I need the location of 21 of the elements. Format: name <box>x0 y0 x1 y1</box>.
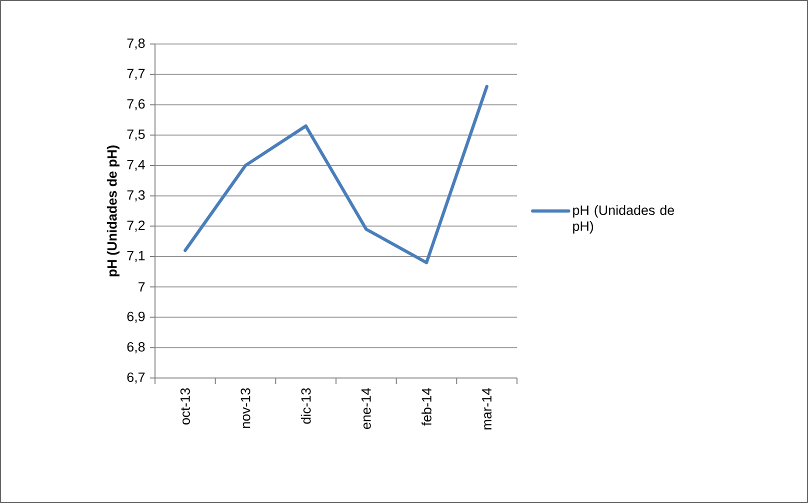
y-tick-label: 7,8 <box>127 38 145 50</box>
y-tick-label: 7 <box>138 282 145 292</box>
x-tick-label: oct-13 <box>180 388 190 424</box>
y-tick-label: 7,7 <box>127 68 145 80</box>
y-tick-label: 7,4 <box>127 160 145 171</box>
y-tick-label: 6,9 <box>127 312 145 323</box>
legend-label: pH (Unidades de pH) <box>573 205 674 234</box>
y-tick-label: 7,6 <box>127 99 145 110</box>
x-tick-label: mar-14 <box>482 388 492 430</box>
y-tick-label: 7,3 <box>127 190 145 202</box>
y-tick-label: 6,7 <box>127 372 145 384</box>
y-tick-label: 7,1 <box>127 251 145 262</box>
x-tick-label: feb-14 <box>422 388 432 426</box>
x-tick-label: ene-14 <box>361 388 371 429</box>
y-tick-label: 7,5 <box>127 130 145 141</box>
x-tick-label: nov-13 <box>240 388 250 428</box>
line-series <box>184 84 488 264</box>
y-tick-label: 7,2 <box>127 220 145 232</box>
y-axis-title: pH (Unidades de pH) <box>106 146 120 276</box>
x-tick-label: dic-13 <box>300 388 311 424</box>
y-tick-label: 6,8 <box>127 342 145 354</box>
